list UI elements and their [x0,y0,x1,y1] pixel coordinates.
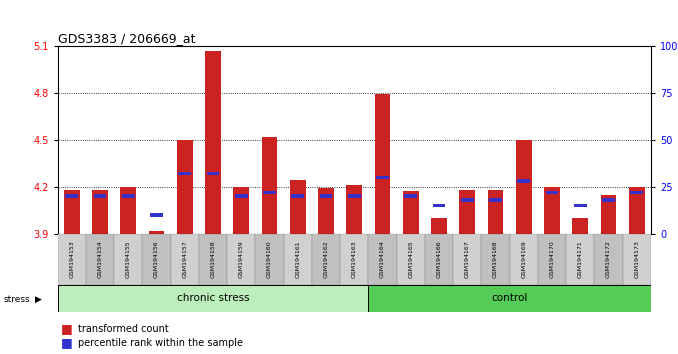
Bar [235,194,247,198]
Bar [227,234,256,285]
Bar [368,234,397,285]
Bar [148,230,164,234]
Text: GSM194170: GSM194170 [549,240,555,278]
Bar [263,191,276,194]
Text: GSM194158: GSM194158 [210,240,216,278]
Bar [602,198,615,201]
Bar [601,195,616,234]
Text: GSM194167: GSM194167 [464,240,470,278]
Bar [403,192,418,234]
Text: GSM194166: GSM194166 [437,240,441,278]
Bar [595,234,622,285]
Bar [376,176,389,179]
Bar [58,234,86,285]
Bar [489,198,502,201]
Bar [346,185,362,234]
Text: GSM194154: GSM194154 [98,240,102,278]
Text: GSM194162: GSM194162 [323,240,329,278]
Text: GSM194168: GSM194168 [493,240,498,278]
Bar [487,190,503,234]
Bar [114,234,142,285]
Bar [375,95,391,234]
Text: GSM194173: GSM194173 [634,240,639,278]
Bar [431,218,447,234]
Text: stress: stress [3,295,30,304]
Bar [92,190,108,234]
Bar [368,285,651,312]
Bar [425,234,453,285]
Text: GSM194169: GSM194169 [521,240,526,278]
Text: GDS3383 / 206669_at: GDS3383 / 206669_at [58,32,195,45]
Text: percentile rank within the sample: percentile rank within the sample [78,338,243,348]
Text: transformed count: transformed count [78,324,169,333]
Bar [177,140,193,234]
Bar [290,181,306,234]
Text: ■: ■ [61,336,73,349]
Bar [566,234,595,285]
Bar [86,234,114,285]
Bar [622,234,651,285]
Text: control: control [492,293,527,303]
Bar [397,234,425,285]
Text: ▶: ▶ [35,295,42,304]
Bar [233,187,249,234]
Bar [348,194,361,198]
Bar [460,190,475,234]
Bar [574,204,586,207]
Bar [404,194,417,198]
Bar [58,285,368,312]
Text: GSM194164: GSM194164 [380,240,385,278]
Text: GSM194163: GSM194163 [352,240,357,278]
Bar [572,218,588,234]
Bar [256,234,283,285]
Text: GSM194153: GSM194153 [69,240,75,278]
Bar [318,188,334,234]
Bar [262,137,277,234]
Bar [150,213,163,217]
Bar [461,198,474,201]
Bar [94,194,106,198]
Bar [538,234,566,285]
Bar [207,172,220,175]
Bar [142,234,171,285]
Text: GSM194160: GSM194160 [267,240,272,278]
Bar [516,140,532,234]
Bar [65,194,78,198]
Text: GSM194172: GSM194172 [606,240,611,278]
Bar [199,234,227,285]
Bar [205,51,221,234]
Bar [481,234,510,285]
Bar [453,234,481,285]
Bar [631,191,643,194]
Bar [510,234,538,285]
Bar [121,187,136,234]
Bar [546,191,559,194]
Text: GSM194165: GSM194165 [408,240,414,278]
Bar [292,194,304,198]
Text: ■: ■ [61,322,73,335]
Bar [433,204,445,207]
Bar [517,179,530,183]
Bar [319,194,332,198]
Bar [544,187,560,234]
Text: GSM194159: GSM194159 [239,240,244,278]
Bar [629,187,645,234]
Bar [340,234,368,285]
Text: GSM194157: GSM194157 [182,240,187,278]
Bar [171,234,199,285]
Text: GSM194171: GSM194171 [578,240,583,278]
Text: GSM194161: GSM194161 [295,240,300,278]
Bar [64,190,79,234]
Text: chronic stress: chronic stress [177,293,250,303]
Text: GSM194155: GSM194155 [125,240,131,278]
Bar [283,234,312,285]
Bar [312,234,340,285]
Text: GSM194156: GSM194156 [154,240,159,278]
Bar [178,172,191,175]
Bar [122,194,135,198]
